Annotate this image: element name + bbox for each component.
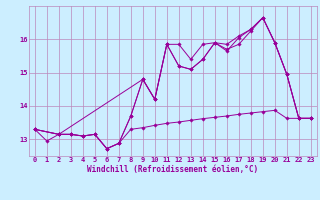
X-axis label: Windchill (Refroidissement éolien,°C): Windchill (Refroidissement éolien,°C)	[87, 165, 258, 174]
